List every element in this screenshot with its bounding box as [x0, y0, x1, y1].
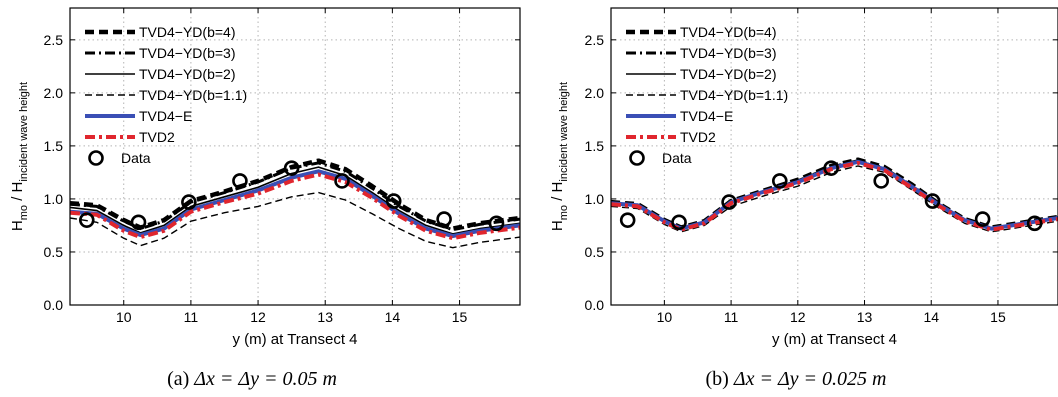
legend-label: TVD2 [139, 129, 175, 145]
chart-panel-b: 10 11 12 13 14 15 0.0 0.5 1.0 1.5 2.0 2.5 TVD4−YD(b=… [549, 8, 1058, 390]
panel-caption-math: Δx = Δy = 0.05 m [193, 368, 337, 390]
legend-label: TVD4−E [680, 108, 733, 124]
y-tick-label: 1.0 [44, 191, 64, 207]
panel-caption-label: (b) [706, 368, 734, 390]
x-tick-label: 13 [857, 309, 873, 325]
y-tick-label: 1.5 [44, 138, 64, 154]
y-tick-label: 2.5 [585, 32, 605, 48]
legend-label: Data [121, 150, 151, 166]
legend-label: TVD4−YD(b=2) [680, 66, 776, 82]
x-tick-label: 11 [184, 309, 199, 325]
y-tick-label: 0.0 [585, 297, 605, 313]
x-tick-label: 15 [452, 309, 468, 325]
y-axis-label-subscript: mo [18, 205, 30, 220]
legend-label: TVD4−E [139, 108, 192, 124]
y-axis-label-subscript: incident wave height [558, 82, 570, 182]
legend-label: TVD2 [680, 129, 716, 145]
y-tick-label: 2.0 [44, 85, 64, 101]
legend-label: TVD4−YD(b=4) [680, 24, 776, 40]
x-tick-label: 10 [116, 309, 132, 325]
legend-label: TVD4−YD(b=3) [139, 45, 235, 61]
legend-label: TVD4−YD(b=1.1) [680, 87, 788, 103]
y-axis-label: Hmo / Hincident wave height [549, 82, 570, 231]
y-tick-label: 2.0 [585, 85, 605, 101]
y-tick-label: 2.5 [44, 32, 64, 48]
y-tick-label: 0.0 [44, 297, 64, 313]
x-axis-label: y (m) at Transect 4 [232, 331, 357, 348]
legend-label: TVD4−YD(b=1.1) [139, 87, 247, 103]
legend-label: TVD4−YD(b=2) [139, 66, 235, 82]
y-axis-label-subscript: mo [558, 205, 570, 220]
legend-label: Data [662, 150, 692, 166]
x-tick-label: 10 [657, 309, 673, 325]
chart-panel-a: 10 11 12 13 14 15 0.0 0.5 1.0 1.5 2.0 2.5 TVD4−YD(b=… [9, 8, 520, 390]
legend-label: TVD4−YD(b=4) [139, 24, 235, 40]
panel-caption-math: Δx = Δy = 0.025 m [733, 368, 887, 390]
x-tick-label: 11 [724, 309, 739, 325]
x-tick-label: 14 [385, 309, 401, 325]
y-tick-label: 1.5 [585, 138, 605, 154]
y-axis-label-part: / H [549, 182, 566, 205]
x-axis-label: y (m) at Transect 4 [772, 331, 897, 348]
legend-label: TVD4−YD(b=3) [680, 45, 776, 61]
y-axis-label-part: H [549, 220, 566, 231]
panel-caption-label: (a) [167, 368, 194, 390]
x-tick-label: 13 [317, 309, 333, 325]
y-tick-label: 0.5 [44, 244, 64, 260]
x-tick-label: 12 [250, 309, 266, 325]
panel-caption: (b) Δx = Δy = 0.025 m [706, 368, 887, 390]
x-tick-label: 15 [990, 309, 1006, 325]
x-tick-label: 14 [923, 309, 939, 325]
y-axis-label-subscript: incident wave height [18, 82, 30, 182]
y-tick-label: 1.0 [585, 191, 605, 207]
panel-caption: (a) Δx = Δy = 0.05 m [167, 368, 337, 390]
y-tick-label: 0.5 [585, 244, 605, 260]
y-axis-label: Hmo / Hincident wave height [9, 82, 30, 231]
y-axis-label-part: H [9, 220, 26, 231]
x-tick-label: 12 [790, 309, 806, 325]
y-axis-label-part: / H [9, 182, 26, 205]
